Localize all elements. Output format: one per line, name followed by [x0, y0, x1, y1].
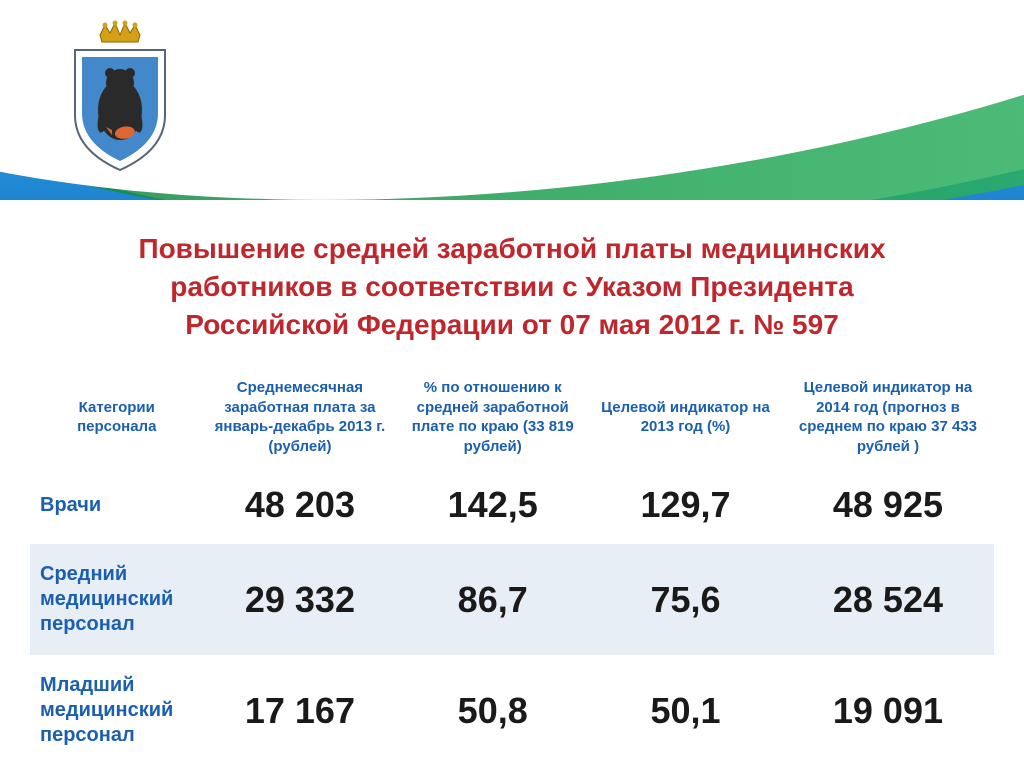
table-body: Врачи 48 203 142,5 129,7 48 925 Средний …	[30, 466, 994, 766]
table-row: Средний медицинский персонал 29 332 86,7…	[30, 544, 994, 655]
row-value: 50,8	[396, 655, 589, 766]
table-row: Младший медицинский персонал 17 167 50,8…	[30, 655, 994, 766]
col-header-avg-salary: Среднемесячная заработная плата за январ…	[204, 368, 397, 466]
col-header-pct-region: % по отношению к средней заработной плат…	[396, 368, 589, 466]
table-header-row: Категории персонала Среднемесячная зараб…	[30, 368, 994, 466]
title-line-1: Повышение средней заработной платы медиц…	[138, 233, 885, 264]
row-value: 48 925	[782, 466, 994, 544]
row-category: Средний медицинский персонал	[30, 544, 204, 655]
row-category: Врачи	[30, 466, 204, 544]
table-row: Врачи 48 203 142,5 129,7 48 925	[30, 466, 994, 544]
row-value: 129,7	[589, 466, 782, 544]
row-value: 75,6	[589, 544, 782, 655]
salary-table: Категории персонала Среднемесячная зараб…	[30, 368, 994, 766]
row-category: Младший медицинский персонал	[30, 655, 204, 766]
row-value: 28 524	[782, 544, 994, 655]
header-banner	[0, 0, 1024, 200]
row-value: 86,7	[396, 544, 589, 655]
page-title: Повышение средней заработной платы медиц…	[60, 230, 964, 343]
data-table-container: Категории персонала Среднемесячная зараб…	[0, 368, 1024, 766]
row-value: 48 203	[204, 466, 397, 544]
title-section: Повышение средней заработной платы медиц…	[0, 200, 1024, 368]
col-header-target-2013: Целевой индикатор на 2013 год (%)	[589, 368, 782, 466]
row-value: 29 332	[204, 544, 397, 655]
regional-emblem	[50, 15, 190, 175]
row-value: 19 091	[782, 655, 994, 766]
title-line-2: работников в соответствии с Указом Прези…	[170, 271, 853, 302]
row-value: 17 167	[204, 655, 397, 766]
title-line-3: Российской Федерации от 07 мая 2012 г. №…	[185, 309, 839, 340]
col-header-category: Категории персонала	[30, 368, 204, 466]
col-header-target-2014: Целевой индикатор на 2014 год (прогноз в…	[782, 368, 994, 466]
row-value: 142,5	[396, 466, 589, 544]
row-value: 50,1	[589, 655, 782, 766]
